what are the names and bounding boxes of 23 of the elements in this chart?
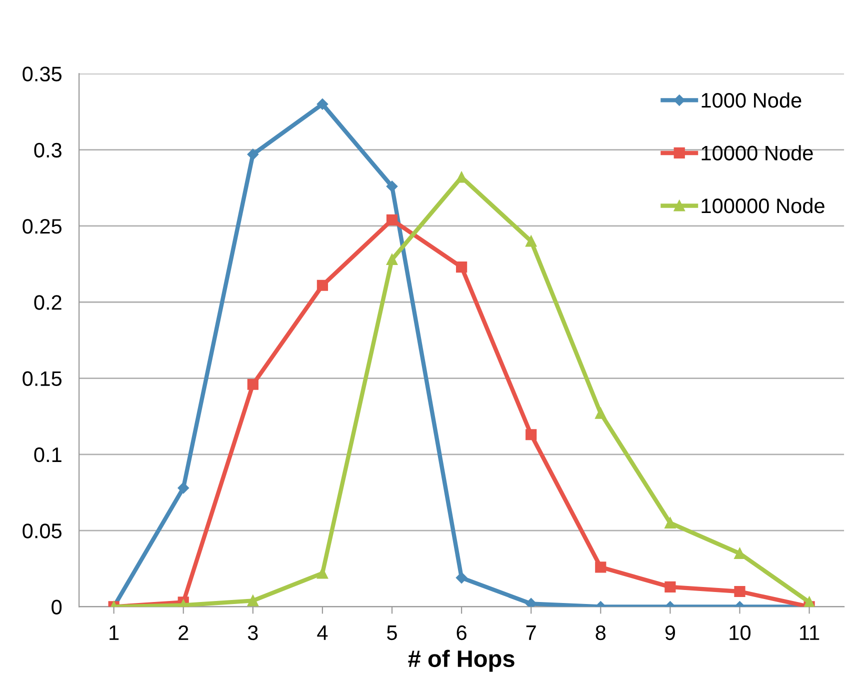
legend-label: 100000 Node <box>702 198 824 214</box>
x-tick-label: 8 <box>596 625 606 640</box>
x-tick-label: 7 <box>526 626 536 640</box>
y-tick-label: 0 <box>52 600 62 614</box>
y-tick-label: 0.05 <box>22 524 62 538</box>
x-axis-title: # of Hops <box>408 650 514 672</box>
x-tick-label: 4 <box>317 626 328 640</box>
x-tick-label: 6 <box>456 625 466 640</box>
x-tick-label: 10 <box>730 625 751 640</box>
x-tick-label: 3 <box>248 625 258 640</box>
legend-label: 1000 Node <box>702 92 802 108</box>
x-tick-label: 11 <box>800 626 820 640</box>
y-tick-label: 0.2 <box>34 295 62 310</box>
y-tick-label: 0.1 <box>34 447 62 462</box>
legend-label: 10000 Node <box>702 145 813 160</box>
y-tick-label: 0.15 <box>22 371 62 386</box>
y-tick-label: 0.35 <box>22 66 62 82</box>
x-tick-label: 1 <box>110 626 119 640</box>
y-tick-label: 0.3 <box>34 142 62 158</box>
x-tick-label: 2 <box>178 625 188 640</box>
x-tick-label: 9 <box>665 625 675 640</box>
x-tick-label: 5 <box>387 626 397 640</box>
y-tick-label: 0.25 <box>22 218 62 234</box>
